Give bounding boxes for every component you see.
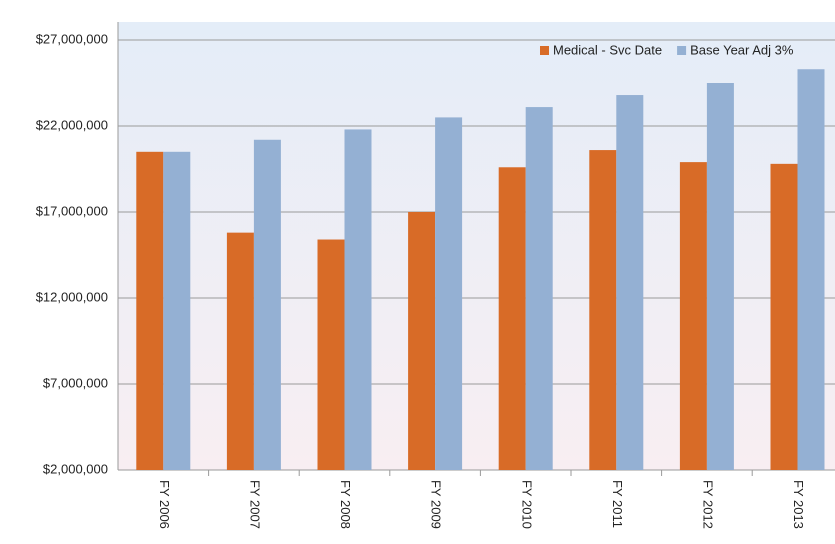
x-tick-label: FY 2009 <box>429 480 444 529</box>
legend-swatch <box>677 46 687 55</box>
x-tick-label: FY 2008 <box>338 480 353 529</box>
bar <box>136 151 164 471</box>
bar <box>317 239 345 470</box>
x-tick-label: FY 2007 <box>247 480 262 529</box>
bar <box>344 129 372 470</box>
y-tick-label: $27,000,000 <box>36 31 108 46</box>
bar <box>616 95 644 470</box>
bar <box>797 69 825 471</box>
y-tick-label: $17,000,000 <box>36 203 108 218</box>
legend-label: Medical - Svc Date <box>553 42 662 57</box>
bar <box>498 167 526 470</box>
y-tick-label: $2,000,000 <box>43 461 108 476</box>
y-tick-label: $7,000,000 <box>43 375 108 390</box>
x-tick-label: FY 2012 <box>700 480 715 529</box>
bar <box>525 107 553 470</box>
bar <box>163 151 191 471</box>
bar <box>706 83 734 470</box>
bar <box>253 139 281 470</box>
legend-label: Base Year Adj 3% <box>690 42 794 57</box>
bar <box>679 162 707 470</box>
y-tick-label: $22,000,000 <box>36 117 108 132</box>
bar <box>226 232 254 470</box>
x-tick-label: FY 2011 <box>610 480 625 528</box>
bar <box>435 117 463 471</box>
x-tick-label: FY 2010 <box>519 480 534 529</box>
bar <box>408 212 436 470</box>
y-tick-label: $12,000,000 <box>36 289 108 304</box>
x-tick-label: FY 2006 <box>157 480 172 529</box>
bar <box>770 163 798 470</box>
x-tick-label: FY 2013 <box>791 480 806 529</box>
bar <box>589 150 617 470</box>
legend-swatch <box>540 46 549 55</box>
